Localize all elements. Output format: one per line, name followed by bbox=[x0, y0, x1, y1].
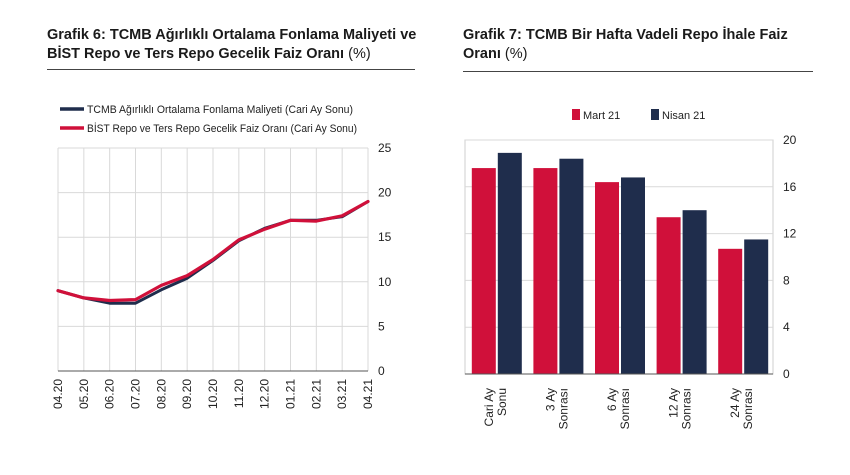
chart6-legend-label: BİST Repo ve Ters Repo Gecelik Faiz Oran… bbox=[87, 122, 357, 135]
chart7-bar-mart bbox=[471, 168, 496, 374]
chart7-bar-nisan bbox=[621, 177, 645, 374]
chart7-x-tick-label: 3 Ay bbox=[543, 388, 557, 411]
chart7-y-tick-label: 4 bbox=[783, 320, 790, 334]
chart7-bar-nisan bbox=[682, 210, 707, 374]
chart6-x-tick-label: 07.20 bbox=[129, 379, 143, 409]
chart6-series-line-2 bbox=[56, 199, 370, 303]
chart7-x-tick-label: Sonrası bbox=[741, 388, 755, 429]
chart6-y-tick-label: 20 bbox=[378, 186, 392, 200]
chart7-x-tick-label: 12 Ay bbox=[667, 388, 681, 418]
chart6-x-tick-label: 02.21 bbox=[309, 379, 323, 409]
chart6-title: Grafik 6: TCMB Ağırlıklı Ortalama Fonlam… bbox=[47, 26, 437, 64]
chart6-x-tick-label: 08.20 bbox=[154, 379, 168, 409]
chart7-title: Grafik 7: TCMB Bir Hafta Vadeli Repo İha… bbox=[463, 26, 823, 64]
chart7-x-tick-label: Sonrası bbox=[618, 388, 632, 429]
chart6-y-tick-label: 25 bbox=[378, 141, 392, 155]
chart6-x-tick-label: 10.20 bbox=[206, 379, 220, 409]
chart6-x-tick-label: 01.21 bbox=[284, 379, 298, 409]
chart7-bar-nisan bbox=[744, 239, 769, 374]
chart6-x-tick-label: 06.20 bbox=[103, 379, 117, 409]
chart7-title-underline bbox=[463, 71, 813, 72]
chart6-legend-label: TCMB Ağırlıklı Ortalama Fonlama Maliyeti… bbox=[87, 104, 353, 116]
chart6-x-tick-label: 05.20 bbox=[77, 379, 91, 409]
chart7-legend-label: Mart 21 bbox=[583, 110, 620, 122]
chart7-legend-swatch bbox=[572, 109, 580, 120]
chart7-title-unit: (%) bbox=[504, 46, 528, 62]
chart6-y-tick-label: 0 bbox=[378, 364, 385, 378]
chart6-x-tick-label: 03.21 bbox=[335, 379, 349, 409]
chart7-title-main: Grafik 7: TCMB Bir Hafta Vadeli Repo İha… bbox=[463, 27, 788, 62]
chart7-y-tick-label: 20 bbox=[783, 133, 797, 147]
chart7-bar-nisan bbox=[497, 152, 522, 374]
chart7-legend-label: Nisan 21 bbox=[662, 110, 705, 122]
chart7-bar-mart bbox=[533, 168, 558, 374]
chart6-y-tick-label: 5 bbox=[378, 319, 385, 333]
chart7-x-tick-label: Sonrası bbox=[556, 388, 570, 429]
chart6-x-tick-label: 04.20 bbox=[51, 379, 65, 409]
chart7-x-tick-label: 24 Ay bbox=[728, 388, 742, 418]
chart6-x-tick-label: 09.20 bbox=[180, 379, 194, 409]
chart6-x-tick-label: 04.21 bbox=[361, 379, 375, 409]
chart7-x-tick-label: Sonu bbox=[495, 388, 509, 416]
chart6-title-underline bbox=[47, 69, 415, 70]
chart7-bar-nisan bbox=[559, 158, 584, 374]
chart6-y-tick-label: 10 bbox=[378, 275, 392, 289]
chart6-line-chart: 0 5 10 15 20 25 04.20 05.20 06.20 07.20 08.20 09.20… bbox=[51, 104, 392, 409]
chart6-y-tick-label: 15 bbox=[378, 230, 392, 244]
chart7-legend-swatch bbox=[651, 109, 659, 120]
chart7-x-tick-label: Sonrası bbox=[680, 388, 694, 429]
chart7-x-tick-label: Cari Ay bbox=[482, 388, 496, 426]
chart6-title-main: Grafik 6: TCMB Ağırlıklı Ortalama Fonlam… bbox=[47, 27, 417, 62]
chart7-y-tick-label: 0 bbox=[783, 367, 790, 381]
chart7-x-tick-label: 6 Ay bbox=[605, 388, 619, 411]
chart7-bar-mart bbox=[656, 217, 681, 374]
chart7-y-tick-label: 12 bbox=[783, 227, 797, 241]
chart7-y-tick-label: 16 bbox=[783, 180, 797, 194]
chart7-y-tick-label: 8 bbox=[783, 273, 790, 287]
chart7-bar-mart bbox=[718, 248, 743, 374]
chart6-title-unit: (%) bbox=[348, 46, 371, 62]
chart6-x-tick-label: 12.20 bbox=[258, 379, 272, 409]
chart6-x-tick-label: 11.20 bbox=[232, 379, 246, 408]
chart7-bar-mart bbox=[595, 182, 619, 374]
